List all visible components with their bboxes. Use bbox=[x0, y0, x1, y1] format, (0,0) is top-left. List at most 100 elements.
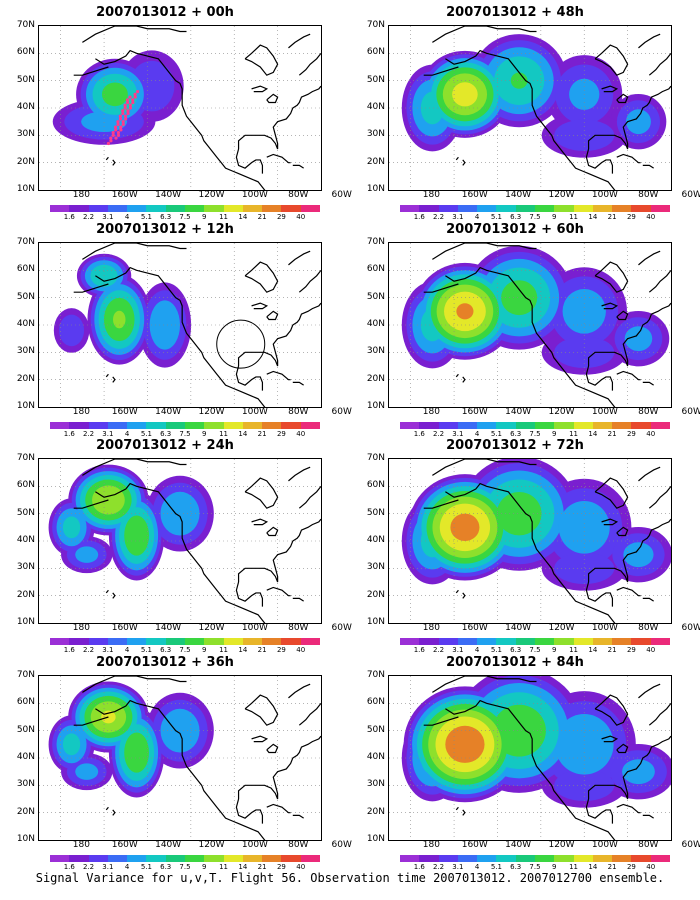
colorbar-label: 29 bbox=[276, 863, 286, 871]
panel-title: 2007013012 + 60h bbox=[446, 222, 584, 237]
coastline bbox=[462, 376, 466, 383]
observation-point bbox=[121, 109, 125, 113]
observation-point bbox=[116, 131, 120, 135]
colorbar-swatch bbox=[477, 855, 497, 862]
observation-point bbox=[121, 111, 125, 116]
y-tick-label: 20N bbox=[16, 589, 35, 600]
colorbar-swatch bbox=[534, 638, 555, 645]
colorbar-label: 2.2 bbox=[432, 430, 445, 438]
colorbar-label: 5.1 bbox=[490, 646, 502, 654]
coastline bbox=[616, 153, 641, 164]
y-tick-label: 30N bbox=[16, 562, 35, 573]
observation-point bbox=[121, 120, 125, 124]
observation-point bbox=[123, 106, 127, 110]
colorbar-swatch bbox=[477, 205, 497, 212]
x-tick-label: 140W bbox=[505, 623, 532, 633]
variance-contour bbox=[124, 732, 150, 773]
x-tick-label: 60W bbox=[331, 407, 352, 417]
y-tick-label: 10N bbox=[366, 401, 385, 411]
colorbar-swatch bbox=[223, 205, 243, 212]
variance-contour bbox=[62, 516, 81, 539]
colorbar-label: 6.3 bbox=[160, 430, 172, 438]
coastline bbox=[288, 683, 311, 699]
y-tick-label: 50N bbox=[16, 74, 35, 85]
map-svg bbox=[389, 676, 671, 840]
colorbar-label: 6.3 bbox=[160, 213, 172, 221]
colorbar-swatch bbox=[554, 422, 574, 429]
colorbar-swatch bbox=[592, 638, 613, 645]
x-tick-label: 180 bbox=[72, 623, 90, 633]
coastline bbox=[445, 266, 616, 407]
colorbar-swatch bbox=[457, 855, 478, 862]
colorbar-swatch bbox=[573, 855, 593, 862]
forecast-panel: 2007013012 + 36h 70N 60N 50N 40N 30N 20N 10N 180… bbox=[5, 655, 352, 871]
coastline bbox=[587, 85, 671, 150]
colorbar-label: 7.5 bbox=[179, 646, 191, 654]
colorbar-swatch bbox=[496, 422, 516, 429]
x-tick-label: 80W bbox=[638, 190, 659, 200]
colorbar-swatch bbox=[223, 638, 243, 645]
x-tick-label: 60W bbox=[681, 190, 700, 200]
colorbar-label: 11 bbox=[219, 646, 229, 654]
variance-contour bbox=[149, 300, 180, 350]
y-tick-label: 20N bbox=[16, 156, 35, 167]
colorbar-label: 2.2 bbox=[82, 863, 95, 871]
map-plot bbox=[38, 458, 322, 624]
colorbar-label: 6.3 bbox=[510, 646, 522, 654]
colorbar-swatch bbox=[127, 422, 147, 429]
x-tick-label: 80W bbox=[288, 190, 309, 200]
coastline bbox=[237, 302, 321, 367]
colorbar-swatch bbox=[204, 205, 224, 212]
y-tick-label: 10N bbox=[16, 401, 35, 411]
observation-point bbox=[119, 125, 123, 129]
variance-contour bbox=[124, 515, 150, 556]
y-tick-label: 30N bbox=[16, 779, 35, 790]
coastline bbox=[251, 302, 269, 310]
colorbar-label: 5.1 bbox=[490, 430, 502, 438]
forecast-panel: 2007013012 + 24h 70N 60N 50N 40N 30N 20N 10N 180… bbox=[5, 438, 352, 654]
observation-point bbox=[111, 133, 115, 137]
observation-point bbox=[118, 117, 123, 121]
colorbar-swatch bbox=[515, 205, 535, 212]
colorbar-label: 3.1 bbox=[102, 863, 114, 871]
colorbar-label: 3.1 bbox=[102, 213, 114, 221]
coastline bbox=[251, 735, 269, 743]
coastline bbox=[616, 310, 629, 321]
colorbar-swatch bbox=[242, 855, 263, 862]
colorbar-swatch bbox=[184, 638, 205, 645]
colorbar-swatch bbox=[573, 422, 593, 429]
colorbar-label: 29 bbox=[626, 213, 636, 221]
forecast-panel: 2007013012 + 60h 70N 60N 50N 40N 30N 20N 10N 180… bbox=[355, 222, 700, 438]
map-svg bbox=[389, 243, 671, 407]
colorbar-label: 1.6 bbox=[413, 213, 425, 221]
coastline bbox=[594, 261, 629, 293]
colorbar-swatch bbox=[242, 638, 263, 645]
colorbar-swatch bbox=[262, 638, 282, 645]
x-tick-label: 120W bbox=[548, 190, 575, 200]
colorbar-label: 6.3 bbox=[160, 863, 172, 871]
coastline bbox=[616, 526, 629, 537]
colorbar-swatch bbox=[184, 855, 205, 862]
coastline bbox=[432, 676, 537, 693]
colorbar-swatch bbox=[534, 855, 555, 862]
x-tick-label: 100W bbox=[241, 407, 268, 417]
colorbar-label: 3.1 bbox=[452, 430, 464, 438]
colorbar-swatch bbox=[69, 855, 89, 862]
colorbar-swatch bbox=[419, 855, 439, 862]
observation-point bbox=[116, 133, 121, 137]
variance-contour bbox=[59, 314, 85, 347]
colorbar-swatch bbox=[127, 855, 147, 862]
coastline bbox=[266, 93, 279, 104]
panel-title: 2007013012 + 48h bbox=[446, 5, 584, 20]
colorbar-label: 7.5 bbox=[179, 430, 191, 438]
coastline bbox=[266, 370, 291, 381]
coastline bbox=[616, 743, 629, 754]
y-tick-label: 20N bbox=[366, 156, 385, 167]
colorbar-label: 5.1 bbox=[490, 863, 502, 871]
x-tick-label: 180 bbox=[422, 623, 440, 633]
colorbar-label: 40 bbox=[646, 863, 656, 871]
coastline bbox=[462, 809, 466, 816]
y-tick-label: 70N bbox=[366, 453, 385, 463]
map-plot bbox=[388, 458, 672, 624]
colorbar-swatch bbox=[554, 205, 574, 212]
